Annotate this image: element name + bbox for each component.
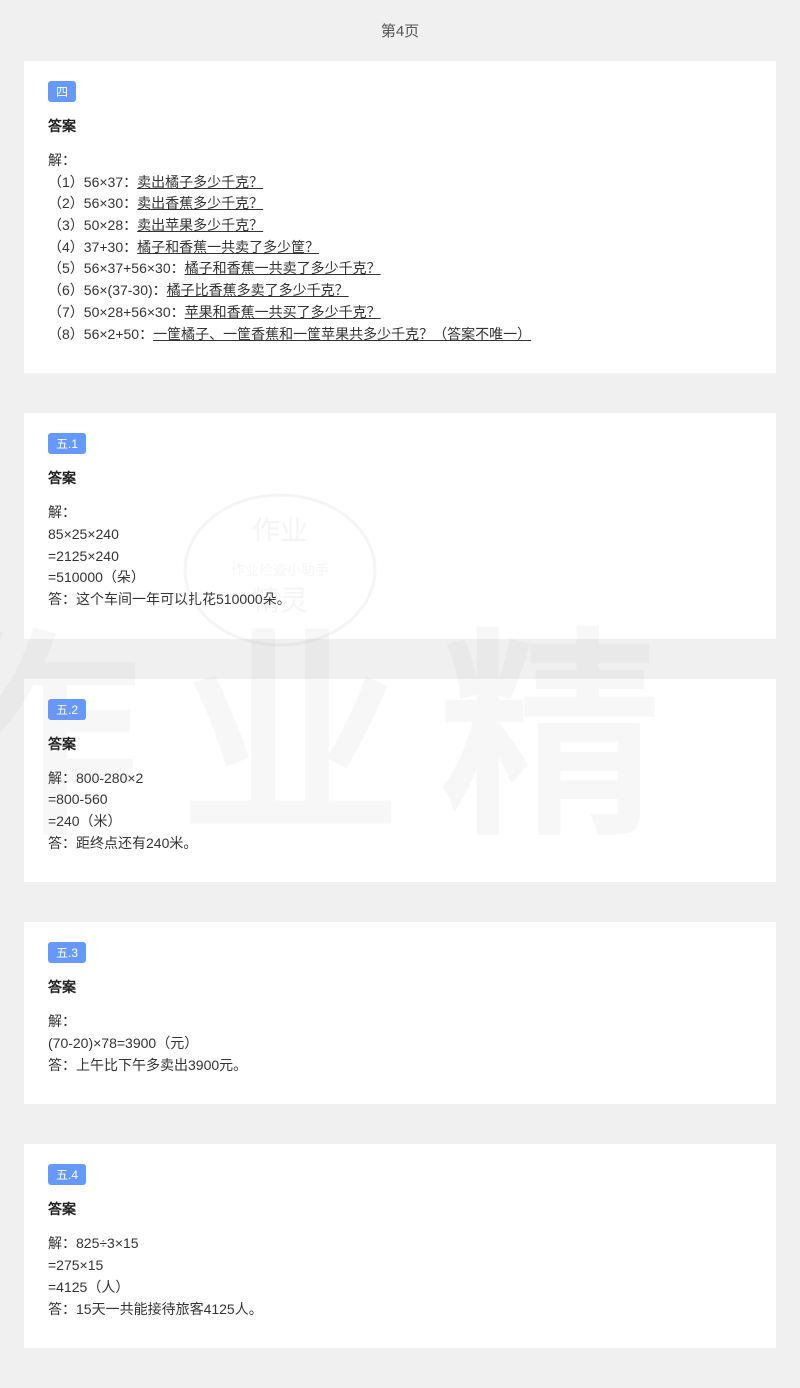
answer-content: 解： 85×25×240 =2125×240 =510000（朵） 答：这个车间… [48, 502, 752, 610]
content-line: 解：825÷3×15 [48, 1233, 752, 1255]
question-badge: 五.4 [48, 1164, 86, 1185]
content-line: =800-560 [48, 789, 752, 811]
content-line: （3）50×28：卖出苹果多少千克？ [48, 215, 752, 237]
answer-label: 答案 [48, 1199, 752, 1219]
content-line: 答：15天一共能接待旅客4125人。 [48, 1299, 752, 1321]
content-line: 解： [48, 150, 752, 172]
content-line: 解： [48, 502, 752, 524]
answer-card: 五.4 答案 解：825÷3×15 =275×15 =4125（人） 答：15天… [24, 1144, 776, 1348]
answer-label: 答案 [48, 977, 752, 997]
content-line: =275×15 [48, 1255, 752, 1277]
answer-content: 解：800-280×2 =800-560 =240（米） 答：距终点还有240米… [48, 768, 752, 855]
content-line: =4125（人） [48, 1277, 752, 1299]
answer-content: 解： （1）56×37：卖出橘子多少千克？ （2）56×30：卖出香蕉多少千克？… [48, 150, 752, 345]
content-line: （8）56×2+50：一筐橘子、一筐香蕉和一筐苹果共多少千克？（答案不唯一） [48, 324, 752, 346]
answer-link[interactable]: 卖出橘子多少千克？ [137, 174, 263, 190]
question-badge: 五.2 [48, 699, 86, 720]
answer-card: 五.3 答案 解： (70-20)×78=3900（元） 答：上午比下午多卖出3… [24, 922, 776, 1104]
answer-label: 答案 [48, 734, 752, 754]
answer-label: 答案 [48, 468, 752, 488]
content-line: （1）56×37：卖出橘子多少千克？ [48, 172, 752, 194]
answer-link[interactable]: 一筐橘子、一筐香蕉和一筐苹果共多少千克？（答案不唯一） [153, 326, 531, 342]
answer-content: 解： (70-20)×78=3900（元） 答：上午比下午多卖出3900元。 [48, 1011, 752, 1076]
question-badge: 五.3 [48, 942, 86, 963]
content-line: (70-20)×78=3900（元） [48, 1033, 752, 1055]
content-line: 答：这个车间一年可以扎花510000朵。 [48, 589, 752, 611]
content-line: （6）56×(37-30)：橘子比香蕉多卖了多少千克？ [48, 280, 752, 302]
content-line: 答：上午比下午多卖出3900元。 [48, 1055, 752, 1077]
content-line: 解：800-280×2 [48, 768, 752, 790]
content-line: （4）37+30：橘子和香蕉一共卖了多少筐？ [48, 237, 752, 259]
answer-link[interactable]: 橘子和香蕉一共卖了多少千克？ [185, 260, 381, 276]
answer-link[interactable]: 苹果和香蕉一共买了多少千克？ [185, 304, 381, 320]
content-line: 答：距终点还有240米。 [48, 833, 752, 855]
content-line: （5）56×37+56×30：橘子和香蕉一共卖了多少千克？ [48, 258, 752, 280]
content-line: =240（米） [48, 811, 752, 833]
answer-card: 五.2 答案 解：800-280×2 =800-560 =240（米） 答：距终… [24, 679, 776, 883]
question-badge: 五.1 [48, 433, 86, 454]
page-title: 第4页 [0, 0, 800, 61]
answer-content: 解：825÷3×15 =275×15 =4125（人） 答：15天一共能接待旅客… [48, 1233, 752, 1320]
answer-card: 五.1 答案 解： 85×25×240 =2125×240 =510000（朵）… [24, 413, 776, 638]
answer-link[interactable]: 卖出苹果多少千克？ [137, 217, 263, 233]
content-line: 解： [48, 1011, 752, 1033]
answer-label: 答案 [48, 116, 752, 136]
answer-link[interactable]: 橘子和香蕉一共卖了多少筐？ [137, 239, 319, 255]
content-line: =2125×240 [48, 546, 752, 568]
content-line: （7）50×28+56×30：苹果和香蕉一共买了多少千克？ [48, 302, 752, 324]
content-line: （2）56×30：卖出香蕉多少千克？ [48, 193, 752, 215]
answer-card: 四 答案 解： （1）56×37：卖出橘子多少千克？ （2）56×30：卖出香蕉… [24, 61, 776, 373]
content-line: =510000（朵） [48, 567, 752, 589]
answer-link[interactable]: 卖出香蕉多少千克？ [137, 195, 263, 211]
answer-link[interactable]: 橘子比香蕉多卖了多少千克？ [167, 282, 349, 298]
question-badge: 四 [48, 81, 76, 102]
content-line: 85×25×240 [48, 524, 752, 546]
